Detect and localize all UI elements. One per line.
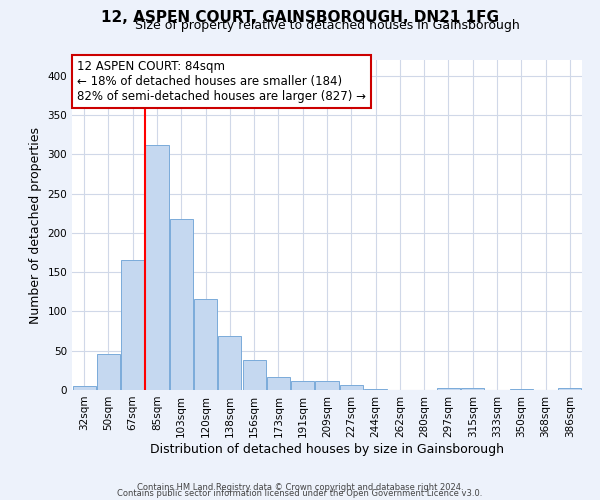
Bar — [316, 382, 338, 390]
Bar — [510, 389, 533, 390]
Title: Size of property relative to detached houses in Gainsborough: Size of property relative to detached ho… — [134, 20, 520, 32]
Bar — [194, 299, 217, 390]
Bar — [291, 382, 314, 390]
Bar — [559, 388, 581, 390]
Bar — [340, 386, 363, 390]
Y-axis label: Number of detached properties: Number of detached properties — [29, 126, 42, 324]
Bar — [437, 388, 460, 390]
Text: Contains public sector information licensed under the Open Government Licence v3: Contains public sector information licen… — [118, 490, 482, 498]
Bar — [461, 388, 484, 390]
Bar — [121, 260, 144, 390]
X-axis label: Distribution of detached houses by size in Gainsborough: Distribution of detached houses by size … — [150, 442, 504, 456]
Text: 12, ASPEN COURT, GAINSBOROUGH, DN21 1FG: 12, ASPEN COURT, GAINSBOROUGH, DN21 1FG — [101, 10, 499, 25]
Bar — [97, 354, 120, 390]
Bar — [73, 386, 95, 390]
Bar — [145, 145, 169, 390]
Bar — [242, 360, 266, 390]
Bar — [170, 218, 193, 390]
Bar — [267, 376, 290, 390]
Bar — [364, 389, 387, 390]
Text: Contains HM Land Registry data © Crown copyright and database right 2024.: Contains HM Land Registry data © Crown c… — [137, 484, 463, 492]
Text: 12 ASPEN COURT: 84sqm
← 18% of detached houses are smaller (184)
82% of semi-det: 12 ASPEN COURT: 84sqm ← 18% of detached … — [77, 60, 366, 103]
Bar — [218, 336, 241, 390]
